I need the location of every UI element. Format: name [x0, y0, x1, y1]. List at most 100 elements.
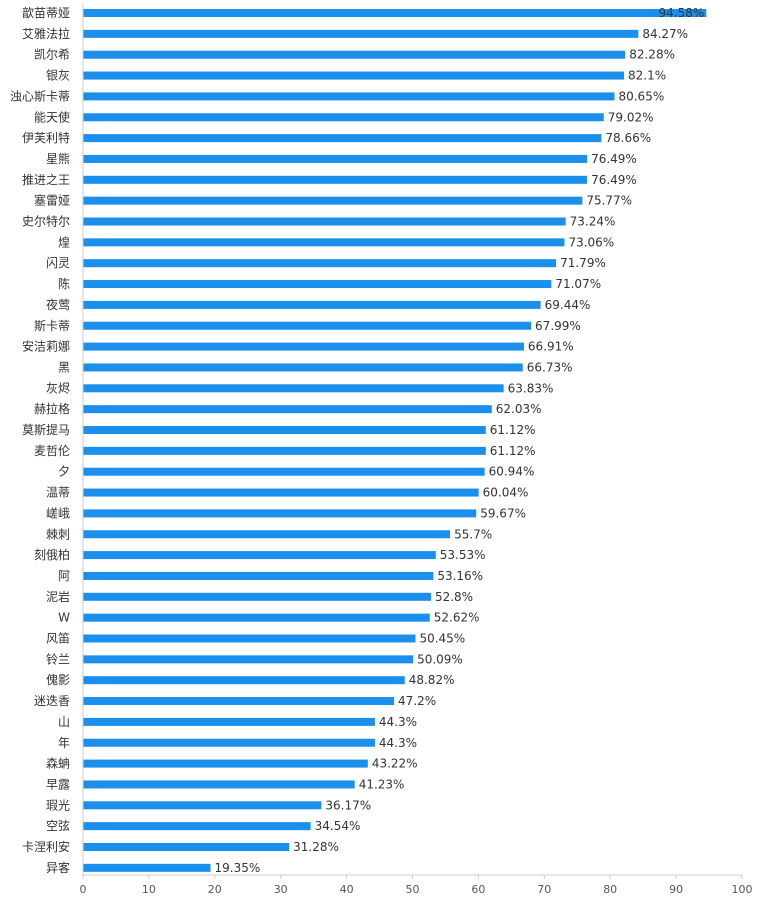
value-label: 31.28% — [293, 840, 339, 854]
value-label: 44.3% — [379, 715, 417, 729]
bar — [83, 384, 504, 393]
value-label: 47.2% — [398, 694, 436, 708]
category-label: 艾雅法拉 — [22, 26, 70, 41]
category-label: 塞雷娅 — [34, 193, 70, 208]
bar — [83, 175, 588, 184]
x-tick-label: 30 — [274, 883, 288, 896]
category-label: 煌 — [58, 235, 70, 249]
bar — [83, 759, 368, 768]
value-label: 50.45% — [419, 632, 465, 646]
category-label: 迷迭香 — [34, 694, 70, 708]
value-label: 48.82% — [409, 673, 455, 687]
category-label: 灰烬 — [46, 381, 70, 395]
value-label: 55.7% — [454, 527, 492, 541]
category-label: 瑕光 — [46, 798, 70, 812]
category-label: 傀影 — [46, 672, 70, 687]
category-label: 凯尔希 — [34, 47, 70, 62]
category-label: 刻俄柏 — [34, 547, 70, 562]
bar — [83, 196, 583, 205]
category-label: 早露 — [46, 777, 70, 791]
category-label: 卡涅利安 — [22, 839, 70, 854]
value-label: 76.49% — [591, 173, 637, 187]
x-tick-label: 10 — [142, 883, 156, 896]
x-tick-label: 90 — [669, 883, 683, 896]
value-label: 60.94% — [489, 465, 535, 479]
category-label: 铃兰 — [46, 651, 70, 666]
value-label: 59.67% — [480, 506, 526, 520]
category-label: 伊芙利特 — [22, 130, 70, 145]
x-tick-label: 70 — [537, 883, 551, 896]
bar — [83, 50, 626, 59]
bar — [83, 300, 541, 309]
value-label: 78.66% — [605, 131, 651, 145]
category-label: 嵯峨 — [46, 506, 70, 520]
category-label: 史尔特尔 — [22, 214, 70, 229]
category-label: 森蚺 — [46, 756, 70, 771]
value-label: 61.12% — [490, 444, 536, 458]
x-axis-ticks: 0 10 20 30 40 50 60 70 80 90 100 — [80, 875, 753, 896]
value-label: 75.77% — [586, 194, 632, 208]
bar — [83, 426, 486, 434]
bar — [83, 134, 602, 143]
x-tick-label: 60 — [471, 883, 485, 896]
bar — [83, 238, 565, 247]
value-label: 52.8% — [435, 590, 473, 604]
bar — [83, 321, 532, 330]
bar — [83, 71, 625, 80]
category-label: 莫斯提马 — [22, 422, 70, 437]
category-label: 泥岩 — [46, 589, 70, 604]
value-label: 71.79% — [560, 256, 606, 270]
category-label: 空弦 — [46, 818, 70, 833]
category-label: 阿 — [58, 569, 70, 583]
category-label: 斯卡蒂 — [34, 319, 70, 333]
bar — [83, 280, 552, 289]
category-labels: 歆苗蒂娅艾雅法拉凯尔希银灰浊心斯卡蒂能天使伊芙利特星熊推进之王塞雷娅史尔特尔煌闪… — [10, 5, 70, 875]
value-label: 67.99% — [535, 319, 581, 333]
value-label: 66.73% — [527, 360, 573, 374]
value-label: 66.91% — [528, 340, 574, 354]
bar — [83, 154, 588, 163]
value-label: 71.07% — [555, 277, 601, 291]
category-label: 银灰 — [46, 69, 70, 83]
category-label: 夕 — [58, 465, 70, 479]
value-label: 82.1% — [628, 69, 666, 83]
bar — [83, 634, 416, 643]
value-label: 80.65% — [618, 89, 664, 103]
bar — [83, 92, 615, 101]
value-label: 82.28% — [629, 48, 675, 62]
value-label: 84.27% — [642, 27, 688, 41]
bar — [83, 676, 405, 685]
bar — [83, 863, 211, 872]
category-label: 浊心斯卡蒂 — [10, 89, 70, 103]
x-tick-label: 100 — [732, 883, 753, 896]
category-label: W — [58, 611, 70, 625]
value-label: 53.53% — [440, 548, 486, 562]
bar — [83, 571, 434, 580]
category-label: 推进之王 — [22, 173, 70, 187]
value-label: 41.23% — [359, 777, 405, 791]
bar — [83, 530, 451, 539]
x-tick-label: 0 — [80, 883, 87, 896]
value-label: 44.3% — [379, 736, 417, 750]
value-label: 60.04% — [483, 486, 529, 500]
bar — [83, 509, 477, 518]
bar — [83, 551, 436, 560]
value-label: 63.83% — [508, 381, 554, 395]
category-label: 异客 — [46, 860, 70, 875]
value-label: 76.49% — [591, 152, 637, 166]
value-label: 52.62% — [434, 611, 480, 625]
category-label: 棘刺 — [46, 527, 70, 541]
bar — [83, 655, 414, 664]
category-label: 温蒂 — [46, 486, 70, 500]
value-label: 79.02% — [608, 110, 654, 124]
category-label: 年 — [58, 736, 70, 750]
bar — [83, 342, 524, 351]
bar — [83, 405, 492, 414]
bar — [83, 801, 322, 810]
value-labels: 94.58% 84.27% 82.28% 82.1% 80.65% 79.02% 78.66… — [215, 6, 705, 875]
category-label: 星熊 — [46, 151, 70, 166]
bar — [83, 467, 485, 476]
category-label: 陈 — [58, 276, 70, 291]
bar — [83, 738, 375, 747]
